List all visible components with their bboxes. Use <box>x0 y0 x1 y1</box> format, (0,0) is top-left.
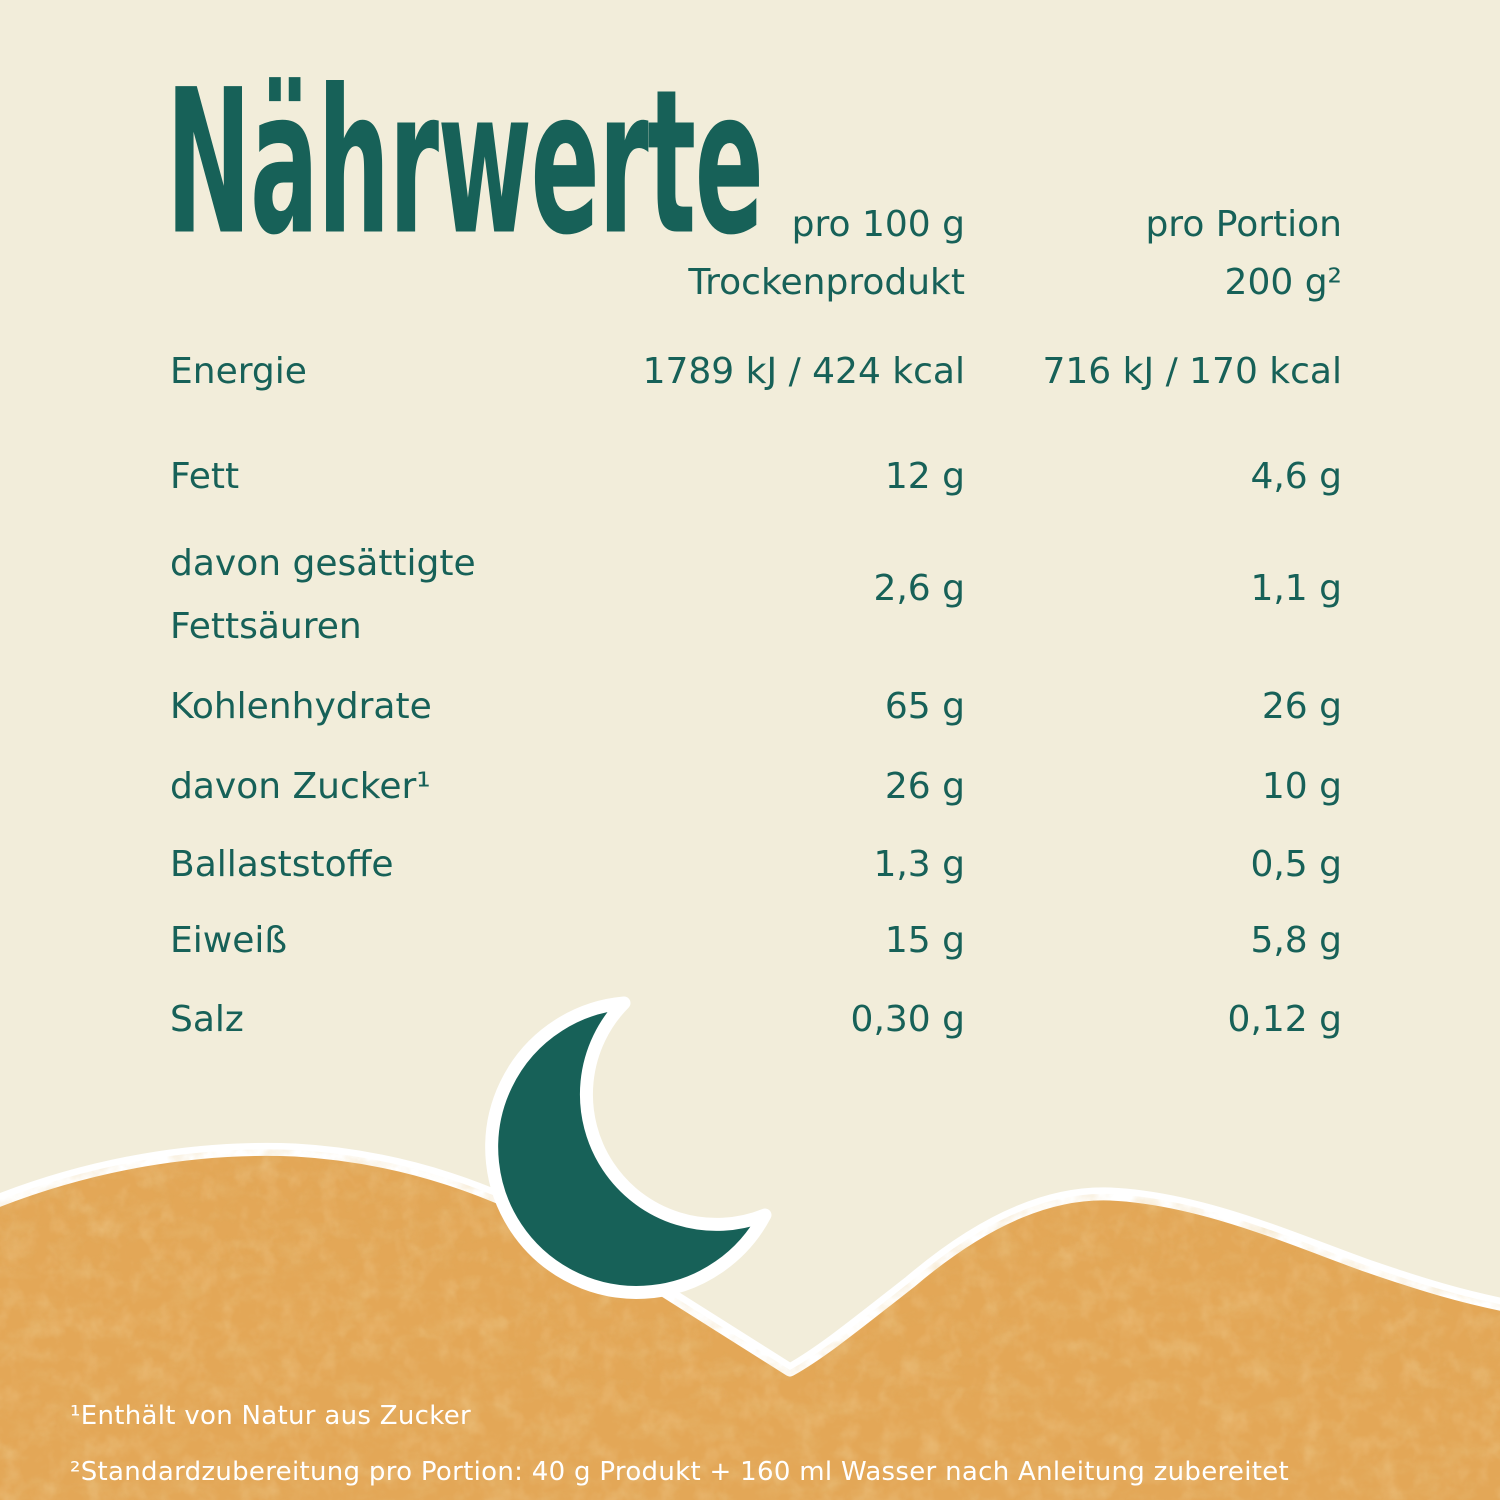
value-per-100g: 26 g <box>884 766 965 807</box>
value-per-portion: 4,6 g <box>1250 456 1342 497</box>
value-per-100g: 65 g <box>884 686 965 727</box>
nutrient-label: davon gesättigte Fettsäuren <box>170 543 476 647</box>
column-header-line: pro Portion <box>1145 204 1342 245</box>
value-per-portion: 0,5 g <box>1250 844 1342 885</box>
value-per-100g: 12 g <box>884 456 965 497</box>
value-per-portion: 0,12 g <box>1227 999 1342 1040</box>
column-header-line: pro 100 g <box>791 204 965 245</box>
footnote-preparation: ²Standardzubereitung pro Portion: 40 g P… <box>70 1457 1290 1487</box>
night-scene <box>0 996 1500 1500</box>
nutrient-label: davon Zucker¹ <box>170 766 431 807</box>
nutrient-label: Energie <box>170 351 307 392</box>
nutrient-label: Salz <box>170 999 244 1040</box>
column-header-per-100g: pro 100 g Trockenprodukt <box>560 196 965 312</box>
value-per-100g: 0,30 g <box>850 999 965 1040</box>
column-header-line: 200 g² <box>1224 262 1342 303</box>
column-header-line: Trockenprodukt <box>688 262 965 303</box>
nutrient-label: Fett <box>170 456 240 497</box>
nutrient-label: Kohlenhydrate <box>170 686 432 727</box>
value-per-100g: 1789 kJ / 424 kcal <box>642 351 965 392</box>
value-per-portion: 26 g <box>1261 686 1342 727</box>
value-per-portion: 716 kJ / 170 kcal <box>1042 351 1343 392</box>
column-header-per-portion: pro Portion 200 g² <box>998 196 1342 312</box>
crescent-moon-icon <box>485 996 772 1299</box>
page-title: Nährwerte <box>166 48 764 280</box>
value-per-100g: 2,6 g <box>873 568 965 609</box>
value-per-100g: 1,3 g <box>873 844 965 885</box>
nutrient-label: Ballaststoffe <box>170 844 394 885</box>
value-per-portion: 5,8 g <box>1250 920 1342 961</box>
nutrient-label: Eiweiß <box>170 920 288 961</box>
footnote-sugar: ¹Enthält von Natur aus Zucker <box>70 1401 471 1431</box>
value-per-portion: 10 g <box>1261 766 1342 807</box>
value-per-100g: 15 g <box>884 920 965 961</box>
value-per-portion: 1,1 g <box>1250 568 1342 609</box>
